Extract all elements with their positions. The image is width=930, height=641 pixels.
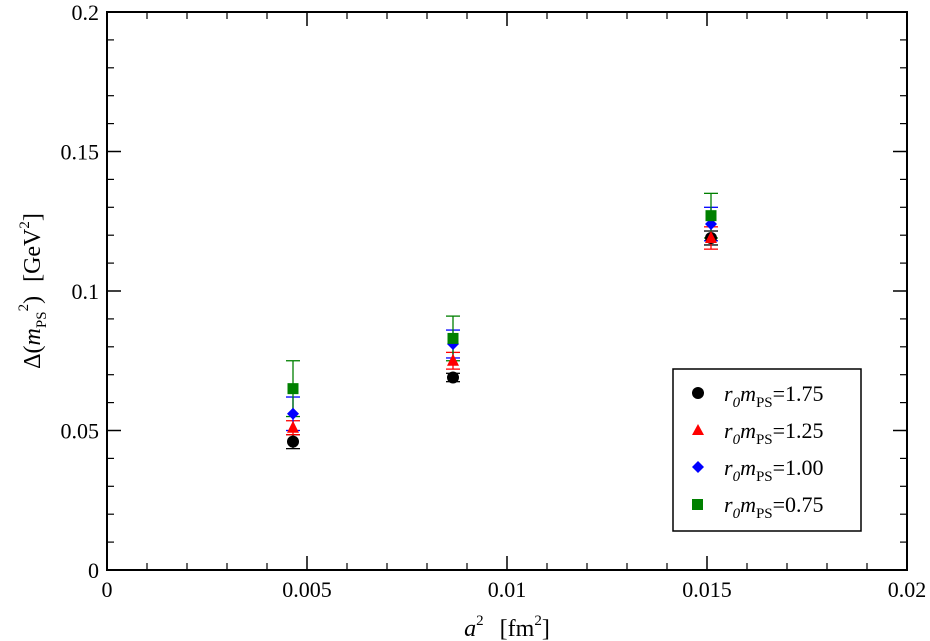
legend-marker-diamond — [692, 461, 704, 473]
legend-label-2: r0mPS=1.25 — [724, 418, 824, 448]
y-tick-label: 0 — [88, 558, 99, 583]
data-point-diamond — [287, 407, 299, 420]
legend-label-3: r0mPS=1.00 — [724, 455, 824, 485]
y-tick-label: 0.1 — [72, 279, 100, 304]
x-tick-label: 0.015 — [682, 577, 732, 602]
data-point-circle — [287, 435, 299, 448]
x-tick-label: 0 — [102, 577, 113, 602]
legend-marker-triangle — [692, 424, 704, 435]
legend-label-4: r0mPS=0.75 — [724, 492, 824, 522]
y-tick-label: 0.05 — [61, 419, 100, 444]
data-point-triangle — [287, 420, 299, 433]
legend-box — [672, 368, 862, 532]
legend: r0mPS=1.75 r0mPS=1.25 r0mPS=1.00 r0mPS=0… — [672, 368, 862, 532]
legend-entry-2: r0mPS=1.25 — [692, 418, 824, 448]
markers — [287, 210, 717, 448]
legend-marker-circle — [692, 387, 704, 399]
x-axis-label: a2 [fm2] — [464, 613, 550, 641]
tick-labels: 0 0.005 0.01 0.015 0.02 0 0.05 0.1 0.15 0.2 — [61, 0, 927, 602]
legend-label-1: r0mPS=1.75 — [724, 381, 824, 411]
y-axis-label: Δ(mPS2)[GeV2] — [16, 213, 50, 369]
legend-entry-3: r0mPS=1.00 — [692, 455, 824, 485]
data-point-square — [447, 332, 459, 344]
legend-entry-1: r0mPS=1.75 — [692, 381, 824, 411]
x-tick-label: 0.01 — [488, 577, 527, 602]
x-tick-label: 0.02 — [888, 577, 927, 602]
data-point-square — [705, 210, 717, 222]
ticks — [106, 11, 908, 571]
y-tick-label: 0.15 — [61, 140, 100, 165]
x-tick-label: 0.005 — [282, 577, 332, 602]
y-tick-label: 0.2 — [72, 0, 100, 25]
data-point-circle — [447, 371, 459, 384]
data-point-triangle — [705, 230, 717, 243]
legend-marker-square — [692, 499, 703, 510]
legend-entry-4: r0mPS=0.75 — [692, 492, 824, 522]
error-bars — [286, 192, 718, 450]
data-point-square — [287, 383, 299, 395]
data-point-triangle — [447, 353, 459, 366]
